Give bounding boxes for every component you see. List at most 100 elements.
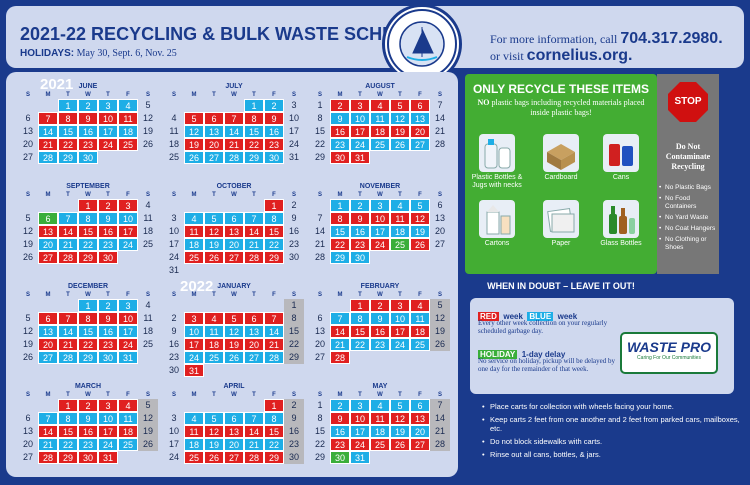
day-cell: 10 bbox=[98, 112, 118, 125]
weekday-label: T bbox=[358, 392, 362, 398]
day-cell: 31 bbox=[288, 152, 299, 162]
weekday-label: T bbox=[358, 192, 362, 198]
day-cell: 10 bbox=[350, 412, 370, 425]
weekday-label: T bbox=[358, 292, 362, 298]
day-cell: 4 bbox=[171, 113, 177, 123]
weekday-label: T bbox=[252, 392, 256, 398]
day-grid: 1 2 3 4 5 6 7 8 9 10 11 12 13 14 15 16 17 18 19 20 21 22 23 24 2… bbox=[310, 99, 450, 164]
weekday-label: T bbox=[212, 392, 216, 398]
empty-day-cell bbox=[58, 199, 78, 212]
weekday-label: M bbox=[337, 392, 343, 398]
phone-number[interactable]: 704.317.2980. bbox=[620, 30, 723, 47]
day-cell: 28 bbox=[264, 351, 284, 364]
day-cell: 30 bbox=[78, 151, 98, 164]
day-cell: 17 bbox=[390, 325, 410, 338]
day-cell: 5 bbox=[390, 399, 410, 412]
empty-day-cell bbox=[224, 399, 244, 412]
day-cell: 28 bbox=[58, 251, 78, 264]
day-cell: 18 bbox=[410, 325, 430, 338]
weekday-label: T bbox=[106, 292, 110, 298]
website-link[interactable]: cornelius.org. bbox=[526, 47, 633, 64]
day-cell: 1 bbox=[78, 199, 98, 212]
day-grid: 1 2 3 4 5 6 7 8 9 10 11 12 13 14 15 16 17 18 19 20 21 22 23 24 2… bbox=[18, 99, 158, 164]
day-cell: 27 bbox=[434, 239, 445, 249]
day-cell: 20 bbox=[244, 338, 264, 351]
day-cell: 4 bbox=[370, 99, 390, 112]
holiday-legend: HOLIDAY 1-day delay bbox=[478, 344, 565, 362]
day-cell: 2 bbox=[330, 99, 350, 112]
day-cell: 23 bbox=[284, 438, 304, 451]
day-cell: 15 bbox=[78, 325, 98, 338]
weekday-label: M bbox=[191, 392, 197, 398]
day-cell: 19 bbox=[390, 125, 410, 138]
weekday-label: S bbox=[145, 92, 150, 98]
day-cell: 17 bbox=[118, 325, 138, 338]
day-grid: 1 2 3 4 5 6 7 8 9 10 11 12 13 14 15 16 17 18 19 20 21 22 23 24 2… bbox=[310, 199, 450, 264]
month-march: MARCH S M T W T F S 1 2 3 4 5 6 7 8 9 10 11 12 13 14 15 16 17 18 1… bbox=[18, 382, 158, 464]
empty-day-cell bbox=[58, 299, 78, 312]
month-may: MAY S M T W T F S 1 2 3 4 5 6 7 8 9 10 11 12 13 14 15 16 17 18 19 2… bbox=[310, 382, 450, 464]
day-cell: 6 bbox=[25, 113, 31, 123]
weekday-label: M bbox=[45, 292, 51, 298]
weekday-label: T bbox=[212, 292, 216, 298]
day-cell: 5 bbox=[224, 312, 244, 325]
holidays-line: HOLIDAYS: May 30, Sept. 6, Nov. 25 bbox=[20, 48, 177, 59]
day-cell: 27 bbox=[204, 151, 224, 164]
day-cell: 2 bbox=[350, 199, 370, 212]
day-cell: 26 bbox=[204, 251, 224, 264]
tip-item: Do not block sidewalks with carts. bbox=[482, 437, 744, 446]
empty-day-cell bbox=[244, 299, 264, 312]
contamination-item: No Food Containers bbox=[659, 195, 717, 211]
year-2021-label: 2021 bbox=[40, 76, 74, 93]
day-cell: 20 bbox=[314, 339, 325, 349]
day-cell: 17 bbox=[98, 125, 118, 138]
day-cell: 17 bbox=[118, 225, 138, 238]
day-cell: 18 bbox=[168, 139, 179, 149]
day-cell: 5 bbox=[204, 212, 224, 225]
day-cell: 1 bbox=[284, 299, 304, 312]
weekday-label: S bbox=[25, 92, 30, 98]
day-cell: 18 bbox=[184, 238, 204, 251]
info-call-line: For more information, call 704.317.2980. bbox=[490, 30, 723, 48]
month-december: DECEMBER S M T W T F S 1 2 3 4 5 6 7 8 9 10 11 12 13 14 15 16 17… bbox=[18, 282, 158, 364]
day-cell: 29 bbox=[58, 451, 78, 464]
day-cell: 23 bbox=[330, 438, 350, 451]
day-cell: 1 bbox=[264, 199, 284, 212]
day-cell: 22 bbox=[78, 238, 98, 251]
day-cell: 21 bbox=[430, 425, 450, 438]
day-cell: 2 bbox=[78, 399, 98, 412]
day-cell: 22 bbox=[58, 138, 78, 151]
day-cell: 4 bbox=[118, 399, 138, 412]
day-cell: 28 bbox=[314, 252, 325, 262]
day-cell: 22 bbox=[264, 438, 284, 451]
recycle-subtitle-no: NO bbox=[477, 98, 490, 107]
weekday-label: S bbox=[317, 92, 322, 98]
day-cell: 19 bbox=[204, 238, 224, 251]
day-cell: 12 bbox=[410, 212, 430, 225]
day-cell: 3 bbox=[118, 199, 138, 212]
recycle-subtitle-text: plastic bags including recycled material… bbox=[491, 98, 645, 117]
day-cell: 8 bbox=[317, 413, 323, 423]
day-cell: 5 bbox=[25, 213, 31, 223]
day-cell: 22 bbox=[78, 338, 98, 351]
day-cell: 20 bbox=[410, 425, 430, 438]
empty-day-cell bbox=[38, 399, 58, 412]
day-cell: 3 bbox=[118, 299, 138, 312]
day-cell: 8 bbox=[264, 412, 284, 425]
day-cell: 11 bbox=[204, 325, 224, 338]
empty-day-cell bbox=[204, 99, 224, 112]
day-cell: 13 bbox=[434, 213, 445, 223]
day-cell: 28 bbox=[244, 451, 264, 464]
day-cell: 9 bbox=[98, 212, 118, 225]
day-cell: 7 bbox=[38, 112, 58, 125]
month-name: MAY bbox=[372, 383, 388, 390]
info-web-line: or visit cornelius.org. bbox=[490, 47, 632, 65]
weekday-label: M bbox=[191, 92, 197, 98]
day-cell: 31 bbox=[168, 265, 179, 275]
day-cell: 26 bbox=[204, 451, 224, 464]
day-cell: 19 bbox=[204, 438, 224, 451]
day-cell: 30 bbox=[78, 451, 98, 464]
